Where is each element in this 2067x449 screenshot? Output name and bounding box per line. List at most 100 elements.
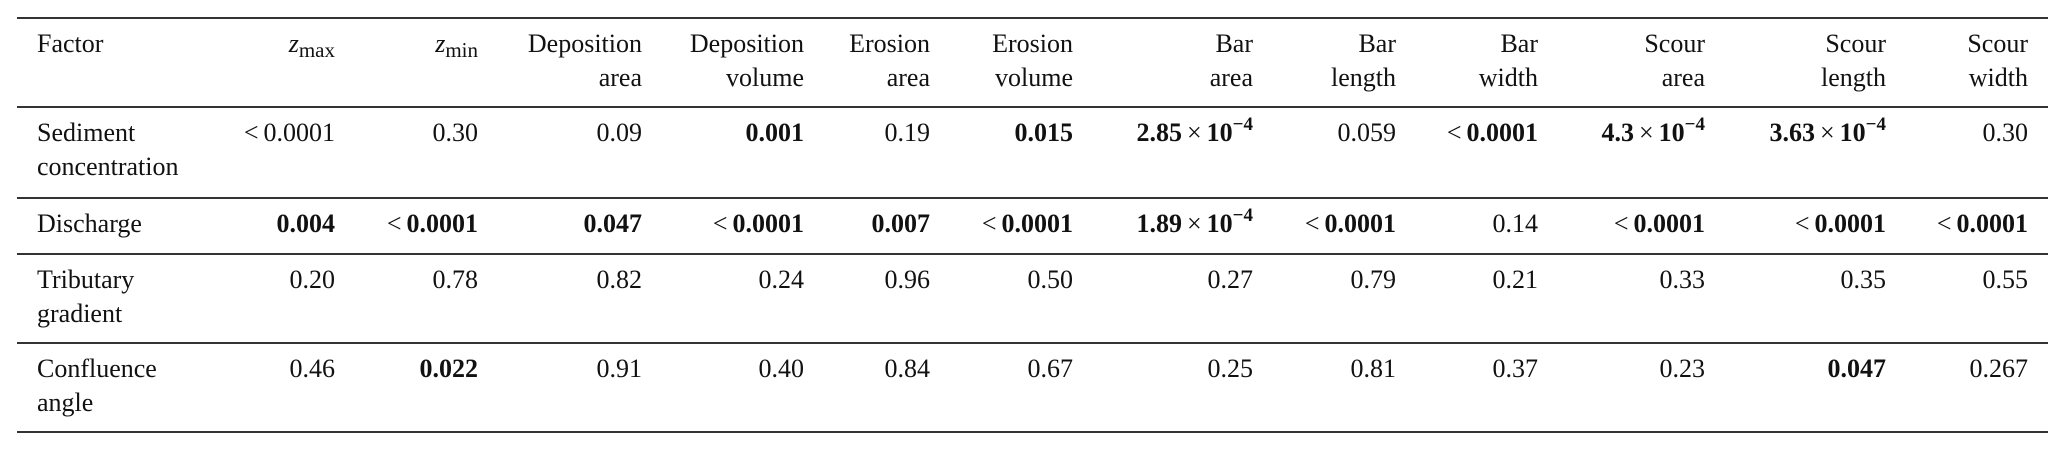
p-value: 0.30 — [1982, 118, 2029, 147]
p-value: 0.001 — [745, 118, 805, 147]
p-value: 0.25 — [1207, 354, 1254, 383]
p-value: 0.0001 — [406, 209, 479, 238]
value-cell-erosion-volume: 0.015 — [930, 107, 1074, 198]
header-line: Deposition — [527, 29, 642, 58]
value-cell-bar-length: <0.0001 — [1253, 198, 1396, 254]
p-value: 0.23 — [1659, 354, 1706, 383]
value-cell-erosion-volume: <0.0001 — [930, 198, 1073, 254]
header-bar-area: Bar area — [1073, 18, 1253, 107]
p-value: 0.0001 — [1466, 118, 1539, 147]
value-cell-scour-area: <0.0001 — [1538, 198, 1705, 254]
header-deposition-volume: Deposition volume — [642, 18, 804, 107]
p-value: 0.015 — [1014, 118, 1074, 147]
header-deposition-area: Deposition area — [478, 18, 642, 107]
header-line: Bar — [1215, 29, 1253, 58]
value-cell-bar-width: 0.14 — [1396, 198, 1539, 254]
exponent: −4 — [1684, 114, 1705, 135]
header-bar-width: Bar width — [1396, 18, 1538, 107]
mantissa: 1.89 — [1136, 209, 1183, 238]
exponent-base: 10 — [1839, 118, 1866, 147]
p-value: 0.047 — [583, 209, 643, 238]
p-value: 0.67 — [1027, 354, 1074, 383]
p-value: 0.46 — [289, 354, 336, 383]
value-cell-scour-area: 0.23 — [1538, 343, 1706, 432]
exponent-base: 10 — [1206, 118, 1233, 147]
less-than-sign: < — [712, 209, 728, 238]
header-line: area — [598, 63, 642, 92]
header-line: Deposition — [689, 29, 804, 58]
value-cell-bar-length: 0.79 — [1253, 254, 1397, 343]
p-value: 0.79 — [1350, 265, 1397, 294]
value-cell-deposition-area: 0.82 — [478, 254, 643, 343]
factor-label: angle — [37, 388, 94, 417]
header-erosion-volume: Erosion volume — [930, 18, 1073, 107]
less-than-sign: < — [1446, 118, 1462, 147]
value-cell-bar-width: <0.0001 — [1396, 107, 1538, 198]
value-cell-bar-area: 2.85 × 10−4 — [1073, 107, 1254, 198]
p-value: 0.82 — [596, 265, 643, 294]
value-cell-scour-length: 3.63 × 10−4 — [1705, 107, 1887, 198]
less-than-sign: < — [981, 209, 997, 238]
p-value: 0.91 — [596, 354, 643, 383]
factor-label: Tributary — [37, 265, 135, 294]
times-sign: × — [1187, 209, 1202, 238]
value-cell-scour-length: 0.35 — [1705, 254, 1887, 343]
value-cell-z-min: 0.30 — [335, 107, 479, 198]
header-line: volume — [726, 63, 804, 92]
header-line: Erosion — [849, 29, 930, 58]
header-scour-length: Scour length — [1705, 18, 1886, 107]
factor-label: Sediment — [37, 118, 136, 147]
p-value: 0.0001 — [1633, 209, 1706, 238]
header-scour-width: Scour width — [1886, 18, 2048, 107]
p-value: 0.059 — [1337, 118, 1397, 147]
p-value: 0.35 — [1840, 265, 1887, 294]
exponent: −4 — [1865, 114, 1886, 135]
exponent-base: 10 — [1658, 118, 1685, 147]
p-value: 0.24 — [758, 265, 805, 294]
header-line: Bar — [1358, 29, 1396, 58]
value-cell-bar-width: 0.21 — [1396, 254, 1539, 343]
p-value: 0.27 — [1207, 265, 1254, 294]
p-value: 0.81 — [1350, 354, 1397, 383]
value-cell-scour-area: 4.3 × 10−4 — [1538, 107, 1706, 198]
header-subscript: min — [445, 38, 478, 62]
value-cell-deposition-volume: 0.40 — [642, 343, 805, 432]
mantissa: 2.85 — [1136, 118, 1183, 147]
p-value: 0.004 — [276, 209, 336, 238]
p-value: 0.33 — [1659, 265, 1706, 294]
value-cell-bar-length: 0.059 — [1253, 107, 1397, 198]
table-row-sediment-concentration: Sediment concentration <0.0001 0.30 0.09 0.00… — [17, 107, 2048, 198]
p-value: 0.20 — [289, 265, 336, 294]
times-sign: × — [1187, 118, 1202, 147]
value-cell-scour-width: 0.55 — [1886, 254, 2048, 343]
less-than-sign: < — [243, 118, 259, 147]
factor-label: concentration — [37, 152, 179, 181]
p-value: 0.0001 — [1956, 209, 2029, 238]
p-value: 0.09 — [596, 118, 643, 147]
header-subscript: max — [298, 38, 335, 62]
value-cell-erosion-area: 0.96 — [804, 254, 931, 343]
header-line: Bar — [1500, 29, 1538, 58]
header-line: Erosion — [992, 29, 1073, 58]
header-scour-area: Scour area — [1538, 18, 1705, 107]
mantissa: 4.3 — [1601, 118, 1635, 147]
value-cell-deposition-area: 0.09 — [478, 107, 643, 198]
less-than-sign: < — [1613, 209, 1629, 238]
p-value: 0.30 — [432, 118, 479, 147]
times-sign: × — [1820, 118, 1835, 147]
p-value: 0.0001 — [1001, 209, 1074, 238]
value-cell-z-max: 0.004 — [200, 198, 336, 254]
header-erosion-area: Erosion area — [804, 18, 930, 107]
value-cell-bar-area: 0.27 — [1073, 254, 1254, 343]
p-value: 0.14 — [1492, 209, 1539, 238]
header-line: Scour — [1967, 29, 2028, 58]
header-line: area — [1209, 63, 1253, 92]
value-cell-z-max: 0.20 — [200, 254, 336, 343]
p-value: 0.19 — [884, 118, 931, 147]
header-line: area — [886, 63, 930, 92]
header-line: width — [1478, 63, 1538, 92]
value-cell-bar-length: 0.81 — [1253, 343, 1397, 432]
value-cell-z-max: <0.0001 — [200, 107, 335, 198]
exponent-base: 10 — [1206, 209, 1233, 238]
p-value: 0.047 — [1827, 354, 1887, 383]
